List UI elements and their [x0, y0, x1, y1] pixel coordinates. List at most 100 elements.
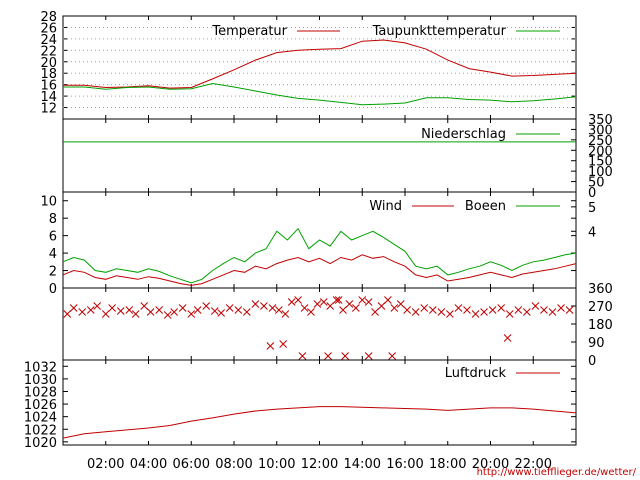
scatter-point: [202, 302, 211, 310]
scatter-point: [78, 308, 87, 316]
scatter-point: [351, 304, 360, 312]
scatter-point: [371, 308, 379, 316]
y-tick-label: 1022: [24, 423, 57, 438]
scatter-point: [101, 310, 110, 318]
scatter-point: [396, 300, 405, 308]
scatter-point: [388, 352, 397, 360]
x-tick-label: 22:00: [515, 457, 552, 472]
scatter-point: [364, 298, 373, 306]
scatter-point: [125, 306, 134, 314]
scatter-point: [268, 304, 277, 312]
series-line-boeen: [62, 227, 577, 284]
scatter-point: [480, 308, 488, 316]
y-tick-label: 24: [40, 33, 57, 48]
scatter-point: [531, 302, 540, 310]
y-tick-label-right: 360: [588, 282, 613, 297]
series-line-luftdruck: [62, 406, 577, 439]
y-tick-label: 18: [40, 67, 57, 82]
y-tick-label: 1032: [24, 360, 57, 375]
scatter-point: [326, 302, 335, 310]
scatter-point: [557, 304, 565, 312]
x-tick-label: 04:00: [130, 457, 167, 472]
scatter-point: [116, 307, 125, 315]
scatter-point: [279, 340, 288, 348]
series-line-wind: [62, 254, 577, 286]
legend-label-temperatur: Temperatur: [211, 24, 287, 39]
legend-label-luftdruck: Luftdruck: [445, 366, 507, 381]
scatter-point: [140, 302, 149, 310]
scatter-point: [217, 309, 226, 317]
scatter-point: [275, 306, 283, 314]
scatter-point: [332, 296, 341, 304]
scatter-point: [339, 306, 347, 314]
y-tick-label-right: 150: [588, 155, 613, 170]
scatter-point: [69, 304, 78, 312]
y-tick-label: 2: [49, 265, 57, 280]
footer-url: http://www.tiefflieger.de/wetter/: [477, 467, 637, 478]
scatter-point: [86, 306, 95, 314]
scatter-point: [514, 306, 523, 314]
scatter-point: [420, 304, 429, 312]
scatter-point: [319, 298, 328, 306]
scatter-point: [341, 352, 350, 360]
y-tick-label: 1030: [24, 373, 57, 388]
scatter-point: [281, 310, 290, 318]
scatter-point: [411, 308, 420, 316]
y-tick-label: 16: [40, 79, 57, 94]
scatter-point: [300, 304, 309, 312]
y-tick-label: 4: [49, 247, 57, 262]
y-tick-label-right: 50: [588, 176, 605, 191]
y-tick-label-right: 300: [588, 123, 613, 138]
y-tick-label-right: 180: [588, 318, 613, 333]
x-tick-label: 20:00: [472, 457, 509, 472]
y-tick-label-right: 350: [588, 113, 613, 128]
scatter-point: [446, 310, 454, 318]
scatter-point: [260, 302, 268, 310]
scatter-point: [428, 306, 437, 314]
scatter-point: [324, 352, 332, 360]
y-tick-label-right: 5: [588, 201, 596, 216]
scatter-point: [437, 308, 446, 316]
y-tick-label: 10: [40, 195, 57, 210]
y-tick-label-right: 100: [588, 165, 613, 180]
scatter-point: [242, 308, 251, 316]
scatter-point: [503, 334, 512, 342]
scatter-point: [155, 306, 164, 314]
x-tick-label: 10:00: [258, 457, 295, 472]
y-tick-label-right: 250: [588, 134, 613, 149]
scatter-point: [193, 306, 202, 314]
scatter-point: [345, 300, 354, 308]
y-tick-label: 1028: [24, 385, 57, 400]
scatter-point: [313, 300, 322, 308]
series-line-temperatur: [63, 39, 577, 89]
series-line-taupunkttemperatur: [63, 82, 577, 106]
y-tick-label-right: 0: [588, 186, 596, 201]
scatter-point: [454, 304, 463, 312]
y-tick-label: 1024: [24, 411, 57, 426]
scatter-point: [471, 310, 480, 318]
scatter-point: [548, 308, 557, 316]
scatter-point: [565, 306, 574, 314]
scatter-point: [187, 310, 196, 318]
scatter-point: [403, 306, 411, 314]
y-tick-label: 12: [40, 102, 57, 117]
scatter-point: [251, 300, 260, 308]
scatter-point: [225, 304, 234, 312]
y-tick-label-right: 270: [588, 300, 613, 315]
scatter-point: [390, 304, 399, 312]
scatter-point: [540, 306, 548, 314]
legend-label-boeen: Boeen: [465, 199, 506, 214]
y-tick-label-right: 0: [588, 354, 596, 369]
scatter-point: [234, 306, 243, 314]
legend-label-niederschlag: Niederschlag: [421, 127, 506, 142]
legend-label-taupunkttemperatur: Taupunkttemperatur: [372, 24, 507, 39]
y-tick-label: 0: [49, 282, 57, 297]
y-tick-label: 1020: [24, 436, 57, 451]
x-tick-label: 14:00: [344, 457, 381, 472]
scatter-point: [358, 296, 367, 304]
scatter-point: [307, 308, 315, 316]
x-tick-label: 06:00: [173, 457, 210, 472]
legend-label-wind: Wind: [369, 199, 402, 214]
scatter-point: [163, 311, 172, 319]
